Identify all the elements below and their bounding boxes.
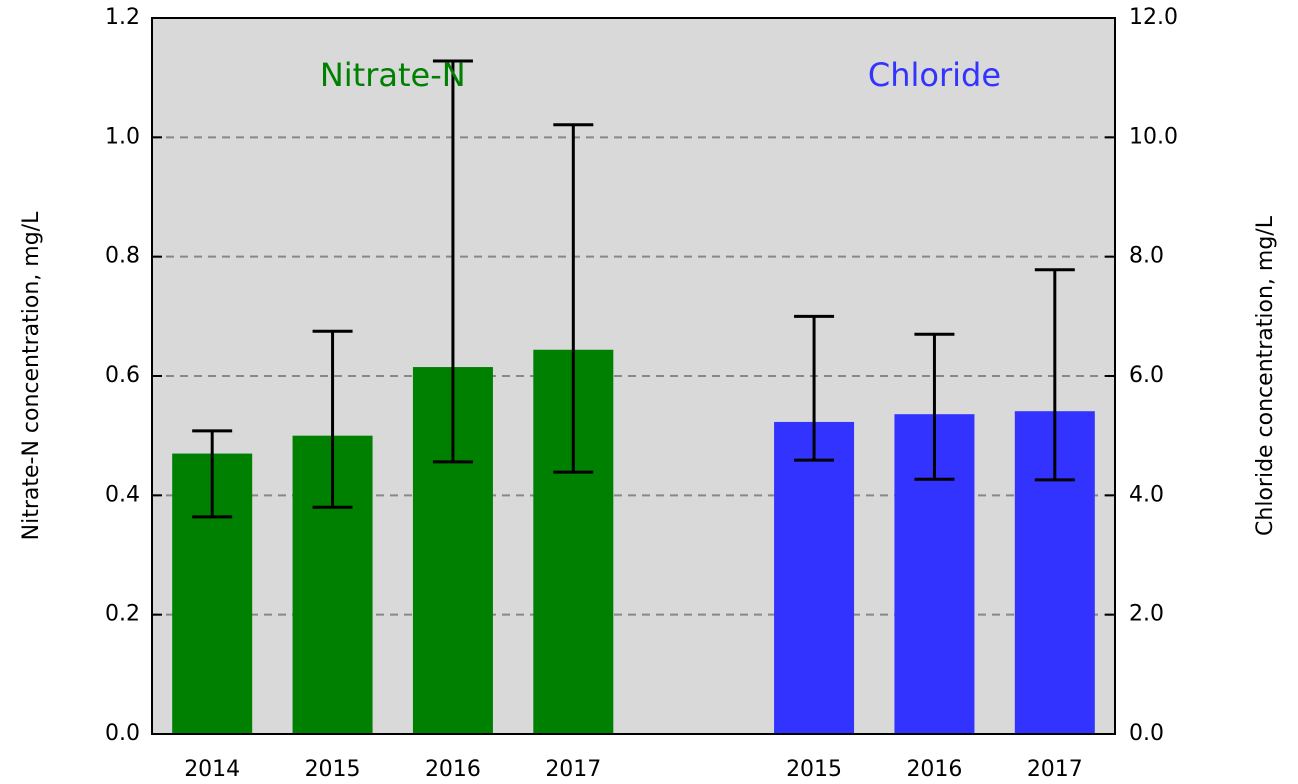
y2-tick-label: 8.0 bbox=[1129, 244, 1164, 269]
x-tick-label: 2016 bbox=[425, 757, 481, 782]
y-tick-label: 0.2 bbox=[105, 602, 140, 627]
x-tick-label: 2014 bbox=[184, 757, 240, 782]
x-tick-label: 2017 bbox=[545, 757, 601, 782]
legend-label: Nitrate-N bbox=[320, 56, 466, 94]
bar bbox=[774, 421, 855, 734]
y-axis-label: Nitrate-N concentration, mg/L bbox=[19, 211, 44, 540]
y2-tick-label: 6.0 bbox=[1129, 363, 1164, 388]
y2-tick-label: 4.0 bbox=[1129, 482, 1164, 507]
y2-tick-label: 0.0 bbox=[1129, 721, 1164, 746]
y2-tick-label: 2.0 bbox=[1129, 602, 1164, 627]
y-tick-label: 0.4 bbox=[105, 482, 140, 507]
x-tick-label: 2016 bbox=[906, 757, 962, 782]
y2-axis-label: Chloride concentration, mg/L bbox=[1253, 215, 1278, 536]
y-tick-label: 0.6 bbox=[105, 363, 140, 388]
y-tick-label: 0.8 bbox=[105, 244, 140, 269]
legend-label: Chloride bbox=[868, 56, 1001, 94]
y2-tick-label: 10.0 bbox=[1129, 124, 1178, 149]
y-tick-label: 1.2 bbox=[105, 5, 140, 30]
y-tick-label: 0.0 bbox=[105, 721, 140, 746]
y2-tick-label: 12.0 bbox=[1129, 5, 1178, 30]
x-tick-label: 2017 bbox=[1027, 757, 1083, 782]
x-tick-label: 2015 bbox=[305, 757, 361, 782]
x-tick-label: 2015 bbox=[786, 757, 842, 782]
y-tick-label: 1.0 bbox=[105, 124, 140, 149]
